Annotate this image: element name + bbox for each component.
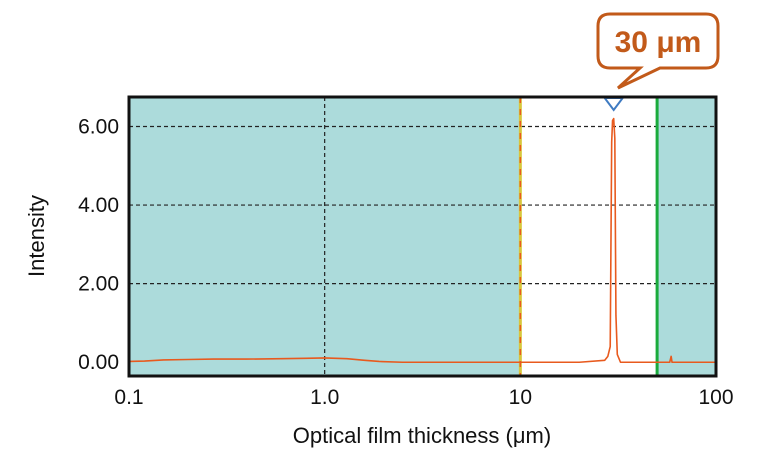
frame-group [127, 95, 718, 378]
x-tick-labels: 0.1 1.0 10 100 [114, 386, 733, 409]
x-tick-label: 1.0 [310, 386, 339, 409]
plot-area [129, 97, 716, 376]
window-lines [518, 97, 659, 376]
series-line [128, 117, 716, 364]
y-tick-label: 4.00 [78, 194, 119, 217]
peak-callout: 30 μm [596, 12, 720, 90]
y-tick-label: 0.00 [78, 351, 119, 374]
callout-bubble [596, 12, 720, 90]
y-tick-labels: 0.00 2.00 4.00 6.00 [78, 115, 119, 374]
x-tick-label: 0.1 [114, 386, 143, 409]
x-axis-title: Optical film thickness (μm) [293, 423, 551, 448]
y-axis-title: Intensity [24, 195, 49, 277]
measurement-window [520, 97, 658, 376]
y-tick-label: 6.00 [78, 115, 119, 138]
x-tick-label: 100 [698, 386, 733, 409]
x-tick-label: 10 [509, 386, 532, 409]
callout-label: 30 μm [615, 26, 702, 59]
plot-frame [127, 95, 718, 378]
y-tick-label: 2.00 [78, 273, 119, 296]
